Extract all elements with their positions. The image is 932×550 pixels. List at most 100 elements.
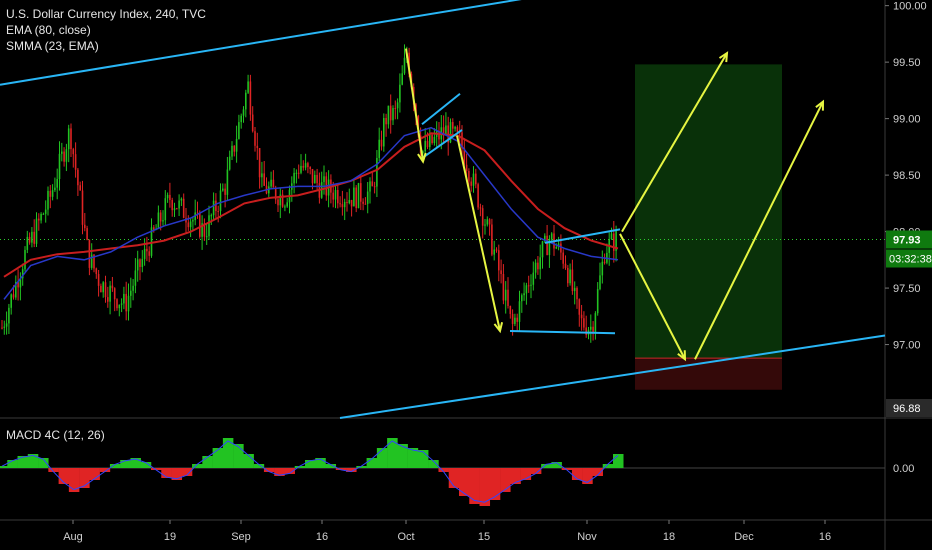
candle-body [107, 297, 109, 302]
drawings[interactable] [0, 0, 886, 419]
candle-body [383, 118, 385, 147]
candle-body [376, 157, 378, 187]
candle-body [525, 285, 528, 294]
x-tick-label: 16 [316, 531, 328, 543]
trend-line[interactable] [509, 330, 616, 335]
macd-bar [99, 468, 111, 472]
candle-body [150, 227, 153, 256]
candle-body [442, 127, 445, 134]
candle-body [500, 270, 502, 274]
legend-symbol[interactable]: U.S. Dollar Currency Index, 240, TVC [6, 7, 206, 21]
projection-arrow[interactable] [456, 135, 501, 332]
candle-body [219, 190, 222, 212]
candle-body [369, 181, 371, 192]
projection-arrow[interactable] [621, 52, 728, 233]
macd-bar [376, 448, 388, 468]
candle-body [309, 167, 311, 169]
candle-body [399, 84, 401, 103]
candle-body [576, 287, 578, 300]
x-tick-label: Oct [397, 531, 414, 543]
candle-body [254, 131, 256, 146]
candle-body [297, 172, 300, 174]
candle-body [337, 189, 339, 204]
candle-body [580, 314, 583, 319]
candle-body [590, 326, 592, 330]
channel-upper-line[interactable] [0, 0, 550, 86]
macd-bar [448, 468, 460, 488]
candle-body [166, 194, 169, 199]
trend-line[interactable] [544, 228, 621, 244]
candle-body [116, 299, 118, 309]
channel-lower-line[interactable] [339, 334, 886, 419]
candle-body [362, 201, 364, 204]
y-tick-label: 97.00 [893, 340, 921, 352]
macd-bar [58, 468, 70, 484]
candle-body [235, 138, 238, 152]
macd-bar [428, 460, 439, 468]
candle-body [44, 209, 47, 214]
macd-bar [541, 464, 552, 468]
candle-body [217, 211, 219, 213]
candle-body [341, 204, 344, 208]
candle-body [88, 239, 91, 268]
candle-body [130, 290, 132, 296]
x-tick-label: Nov [577, 531, 597, 543]
macd-bar [284, 468, 295, 474]
candle-body [258, 148, 261, 178]
candle-body [594, 313, 597, 334]
candle-body [396, 102, 399, 109]
candle-body [493, 249, 495, 255]
trend-line[interactable] [421, 92, 461, 126]
candle-body [120, 303, 123, 305]
candle-body [518, 301, 521, 322]
macd-bar [181, 468, 193, 476]
macd-bar [140, 462, 152, 468]
candle-body [146, 248, 148, 252]
candle-body [65, 149, 68, 162]
candle-body [196, 212, 199, 214]
candle-body [555, 247, 558, 249]
macd-bar [417, 450, 429, 468]
last-price-text: 97.93 [893, 235, 921, 247]
macd-bar [551, 462, 562, 468]
projection-arrow[interactable] [694, 101, 824, 360]
stop-level-tag [886, 399, 932, 417]
projection-arrow[interactable] [619, 233, 686, 360]
candle-body [226, 169, 229, 195]
candle-body [452, 122, 454, 129]
candle-body [15, 282, 17, 298]
profit-zone [635, 64, 782, 359]
candle-body [74, 154, 77, 170]
candle-body [307, 163, 309, 168]
candle-body [284, 206, 286, 208]
macd-bar [274, 468, 285, 476]
projection-arrow[interactable] [405, 48, 424, 162]
candle-body [12, 294, 15, 298]
candle-body [3, 326, 6, 328]
candle-body [502, 273, 505, 301]
macd-bar [263, 468, 275, 472]
candle-body [28, 236, 31, 243]
macd-bar [171, 468, 183, 480]
candle-body [63, 151, 65, 162]
macd-bar [530, 468, 542, 474]
last-price-tag [886, 230, 932, 249]
arrow-head [718, 51, 729, 63]
legend-smma[interactable]: SMMA (23, EMA) [6, 39, 99, 53]
macd-legend[interactable]: MACD 4C (12, 26) [6, 428, 105, 442]
macd-bar [602, 464, 614, 468]
candle-body [139, 259, 141, 267]
candle-body [247, 81, 249, 93]
candle-body [461, 132, 463, 149]
candle-body [47, 190, 49, 210]
candle-body [40, 214, 42, 221]
candle-body [132, 285, 134, 291]
candle-body [67, 128, 70, 150]
candle-body [422, 151, 424, 154]
trend-line[interactable] [421, 129, 463, 159]
macd-bar [571, 468, 583, 480]
legend-ema[interactable]: EMA (80, close) [6, 23, 91, 37]
candle-body [454, 127, 456, 129]
macd-bar [582, 468, 593, 484]
